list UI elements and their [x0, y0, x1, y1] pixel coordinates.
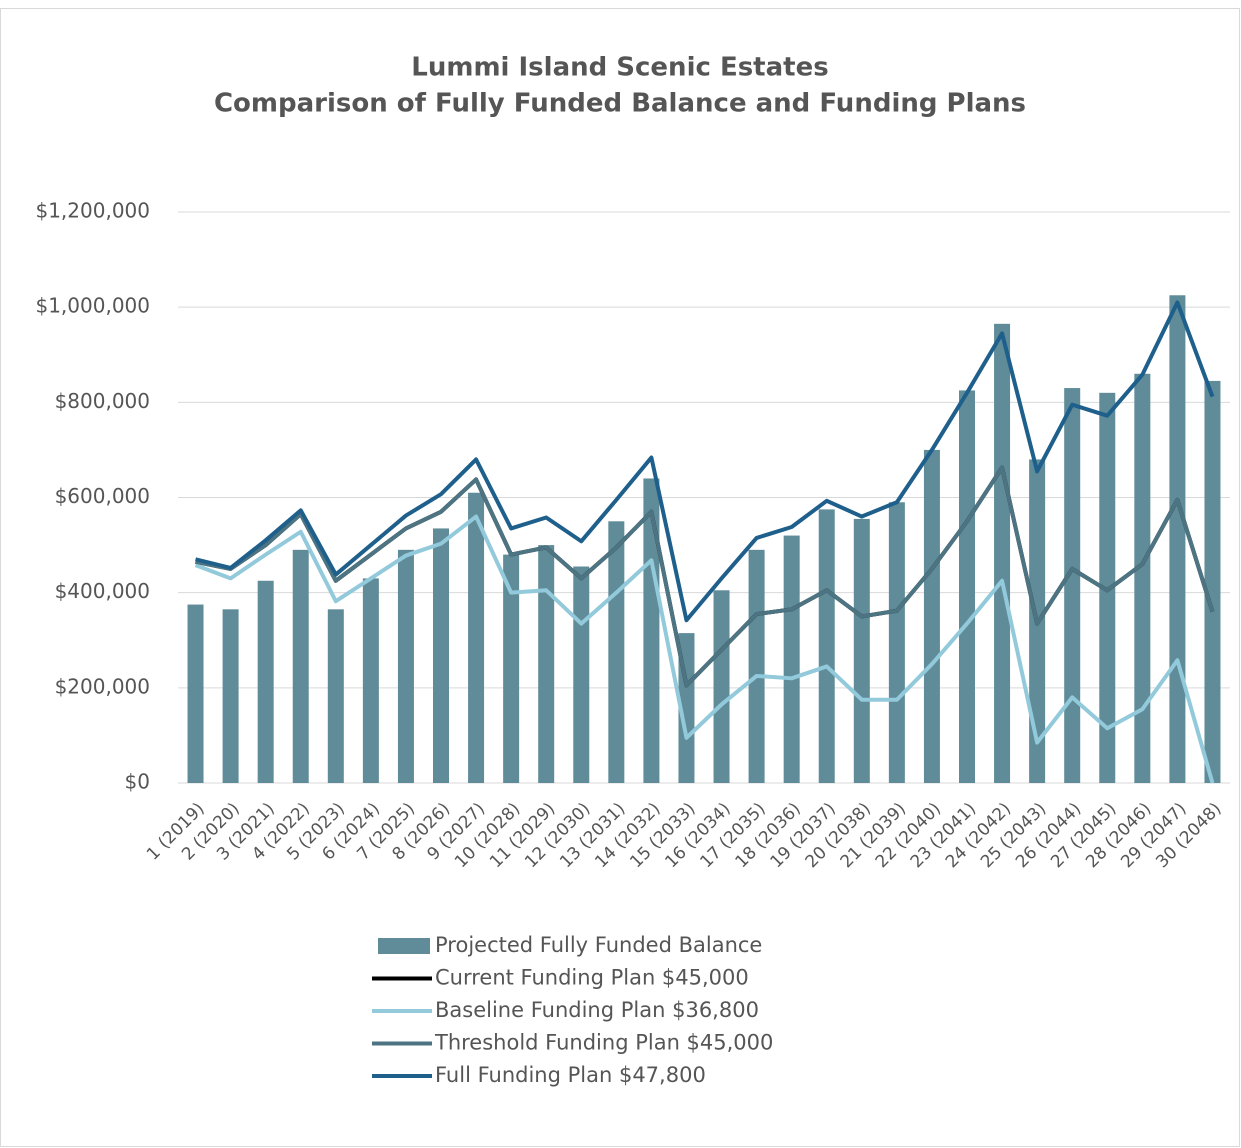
legend-label: Baseline Funding Plan $36,800: [435, 998, 759, 1022]
legend-label: Current Funding Plan $45,000: [435, 966, 749, 990]
bar: [503, 554, 520, 783]
legend-label: Projected Fully Funded Balance: [435, 933, 762, 957]
chart-subtitle: Comparison of Fully Funded Balance and F…: [214, 89, 1026, 119]
y-tick-label: $0: [125, 770, 150, 794]
bar: [1064, 388, 1081, 783]
legend-swatch: [378, 938, 430, 954]
legend-label: Threshold Funding Plan $45,000: [434, 1031, 773, 1055]
bar: [1134, 373, 1151, 783]
bar: [397, 549, 414, 783]
y-tick-label: $600,000: [55, 484, 150, 508]
line-series: [195, 465, 1215, 688]
bar: [923, 449, 940, 783]
bar: [853, 518, 870, 783]
y-tick-label: $800,000: [55, 389, 150, 413]
legend-label: Full Funding Plan $47,800: [435, 1063, 706, 1087]
y-tick-label: $200,000: [55, 674, 150, 698]
chart-title: Lummi Island Scenic Estates: [411, 53, 828, 83]
bar: [292, 549, 309, 783]
bar: [994, 323, 1011, 783]
line-series: [194, 514, 1215, 784]
bar: [538, 545, 555, 783]
y-tick-label: $400,000: [55, 579, 150, 603]
y-tick-label: $1,200,000: [35, 199, 150, 223]
bar: [187, 604, 204, 783]
y-tick-label: $1,000,000: [35, 294, 150, 318]
bar: [1204, 380, 1221, 783]
bar: [783, 535, 800, 783]
bar: [573, 566, 590, 783]
bar: [257, 580, 274, 783]
bar: [1169, 295, 1186, 783]
bar: [433, 528, 449, 783]
bar: [327, 609, 344, 783]
bar: [713, 590, 730, 783]
line-series: [195, 300, 1215, 623]
bar: [748, 549, 765, 783]
bar: [362, 578, 379, 783]
bar: [643, 478, 660, 783]
bar: [818, 509, 835, 783]
bar: [888, 502, 905, 783]
bar: [608, 521, 625, 783]
bar: [468, 492, 485, 783]
bar: [222, 609, 239, 783]
bar: [959, 390, 975, 783]
